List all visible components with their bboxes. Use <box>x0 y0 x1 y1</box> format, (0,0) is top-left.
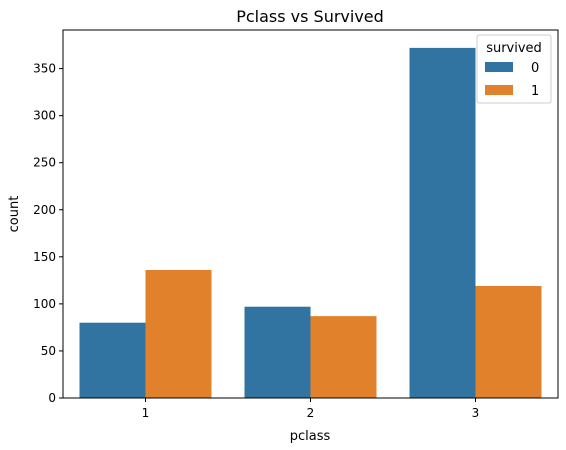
bar-pclass-2-survived-0 <box>244 306 311 398</box>
y-tick-label: 100 <box>33 297 56 311</box>
bar-pclass-3-survived-1 <box>475 286 542 398</box>
y-tick-label: 350 <box>33 62 56 76</box>
y-tick-label: 300 <box>33 109 56 123</box>
x-tick-label: 1 <box>142 406 150 420</box>
x-axis-label: pclass <box>290 429 331 444</box>
x-tick-label: 2 <box>307 406 315 420</box>
bar-pclass-2-survived-1 <box>310 316 377 398</box>
bars-group <box>79 47 542 398</box>
legend-label-1: 1 <box>531 84 539 99</box>
y-tick-label: 200 <box>33 203 56 217</box>
x-tick-label: 3 <box>472 406 480 420</box>
bar-pclass-3-survived-0 <box>409 47 476 398</box>
chart-title: Pclass vs Survived <box>236 7 384 26</box>
y-tick-label: 250 <box>33 156 56 170</box>
y-axis-label: count <box>7 196 22 233</box>
y-tick-label: 0 <box>48 391 56 405</box>
y-tick-label: 50 <box>41 344 56 358</box>
legend: survived 0 1 <box>476 34 552 104</box>
bar-pclass-1-survived-0 <box>79 322 146 398</box>
legend-label-0: 0 <box>531 61 539 76</box>
axes-group: 0 50 100 150 200 250 300 350 1 2 3 <box>33 29 559 420</box>
y-tick-label: 150 <box>33 250 56 264</box>
legend-swatch-1 <box>485 85 513 95</box>
legend-swatch-0 <box>485 62 513 72</box>
bar-pclass-1-survived-1 <box>145 270 212 398</box>
legend-title: survived <box>486 41 542 56</box>
